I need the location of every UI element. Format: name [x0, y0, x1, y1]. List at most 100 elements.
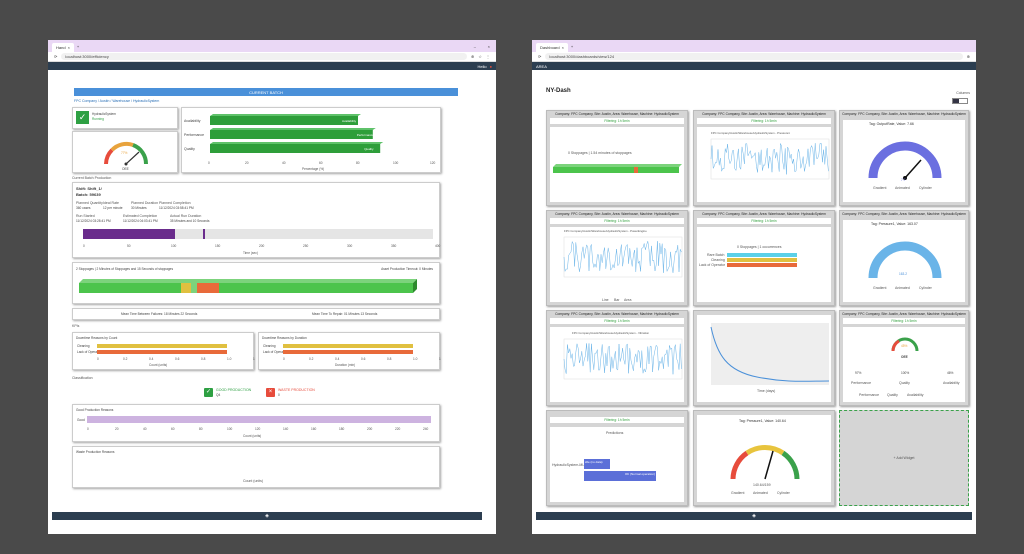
waste-reasons-xlabel: Count (units) [243, 479, 264, 483]
footer-logo-icon: ◈ [265, 513, 269, 519]
series-line [563, 240, 682, 273]
performance-label: Performance [851, 381, 872, 385]
bar-label: Performance [184, 133, 204, 137]
widget-header: Company: FPC Company, Site: Austin, Area… [702, 212, 826, 216]
downtime-summary: 0 Stoppages | 1 occurrences [737, 245, 782, 249]
checkbox-quality[interactable]: Quality [887, 393, 898, 397]
quality-label: Quality [899, 381, 910, 385]
widget-stoppages[interactable]: Company: FPC Company, Site: Austin, Area… [546, 110, 688, 206]
tick-label: 0.6 [361, 357, 366, 361]
bar-label: Lack of Operator [77, 350, 102, 354]
gauge-value: 7.7 [901, 178, 906, 182]
tick-label: 250 [303, 244, 309, 248]
machine-status-card: ✓ HydraulicSystem Running [72, 107, 178, 129]
timeline-marker [203, 229, 205, 239]
columns-toggle[interactable] [952, 98, 968, 104]
timeline-progress [83, 229, 175, 239]
columns-toggle-knob [953, 99, 959, 103]
oee-label: OEE [122, 167, 129, 171]
stoppage-summary: 0 Stoppages | 1.54 minutes of stoppages [568, 151, 632, 155]
x-axis-label: Percentage (%) [302, 167, 324, 171]
widget-header: Company: FPC Company, Site: Austin, Area… [555, 212, 679, 216]
widget-power-series[interactable]: Company: FPC Company, Site: Austin, Area… [546, 210, 688, 306]
widget-oee-summary[interactable]: Company: FPC Company, Site: Austin, Area… [839, 310, 969, 406]
planned-completion-value: 11/12/2024 03:58:41 PM [159, 206, 194, 210]
gauge-option-cylinder[interactable]: Cylinder [919, 186, 932, 190]
reason-3-bar [727, 263, 797, 267]
bar-value-label: Quality [364, 147, 374, 151]
widget-output-gauge[interactable]: Company: FPC Company, Site: Austin, Area… [839, 110, 969, 206]
widget-body: 45% OEE 97% 100% 46% Performance Quality… [843, 327, 965, 402]
extension-icon[interactable]: ☆ [478, 54, 482, 59]
tick-label: 100 [393, 161, 399, 165]
notification-icon[interactable]: ● [489, 63, 492, 69]
tick-label: 140 [283, 427, 289, 431]
bar [97, 344, 227, 348]
right-browser-window: Dashboard × + ⟳ localhost:3000/dashboards… [532, 40, 976, 534]
downtime-count-chart: Cleaning Lack of Operator 0 0.2 0.4 0.6 0.8 1.0… [77, 344, 255, 367]
predictions-title: Predictions [606, 431, 624, 435]
gauge-option-animated[interactable]: Animated [895, 286, 910, 290]
waste-reasons-title: Waste Production Reasons [76, 450, 115, 454]
gauge-option-animated[interactable]: Animated [753, 491, 768, 495]
legend-area[interactable]: Area [624, 298, 632, 302]
left-tab[interactable]: Hand × [52, 43, 74, 52]
close-tab-icon[interactable]: × [67, 45, 70, 50]
close-window-icon[interactable]: × [487, 43, 490, 49]
menu-icon[interactable]: ⋮ [486, 54, 490, 59]
gauge-option-cylinder[interactable]: Cylinder [777, 491, 790, 495]
timeline-track [83, 229, 433, 239]
new-tab-icon[interactable]: + [76, 43, 80, 49]
widget-filter: Filtering: 1h 5min [550, 318, 684, 324]
new-tab-icon[interactable]: + [570, 43, 574, 49]
section-kpis: KPIs [72, 324, 80, 328]
tick-label: 120 [255, 427, 261, 431]
widget-downtime-reasons[interactable]: Company: FPC Company, Site: Austin, Area… [693, 210, 835, 306]
legend-line[interactable]: Line [602, 298, 609, 302]
zoom-icon[interactable]: ⊕ [471, 54, 475, 59]
widget-header: Company: FPC Company, Site: Austin, Area… [555, 112, 679, 116]
widget-predictions[interactable]: Filtering: 1h 5min Predictions Hydraulic… [546, 410, 688, 506]
gauge-option-cylinder[interactable]: Cylinder [919, 286, 932, 290]
gauge-option-animated[interactable]: Animated [895, 186, 910, 190]
gauge-title: Tag: OutputRate, Value: 7.66 [869, 122, 914, 126]
widget-body: 0 Stoppages | 1 occurrences Rare Batch C… [697, 227, 831, 302]
reload-icon[interactable]: ⟳ [538, 54, 542, 59]
downtime-count-card: Downtime Reasons by Count Cleaning Lack o… [72, 332, 255, 370]
tick-label: 0 [283, 357, 285, 361]
gauge-option-gradient[interactable]: Gradient [731, 491, 745, 495]
good-reasons-chart: Good 0 20 40 60 80 100 120 140 160 180 200 220 240 Cou… [77, 416, 431, 438]
add-widget-slot[interactable]: + Add Widget [839, 410, 969, 506]
checkbox-performance[interactable]: Performance [859, 393, 880, 397]
right-url-field[interactable]: localhost:3000/dashboards/view/124 [545, 53, 963, 60]
check-icon: ✓ [76, 111, 89, 124]
legend-bar[interactable]: Bar [614, 298, 620, 302]
gauge-option-gradient[interactable]: Gradient [873, 186, 887, 190]
widget-pressure-gauge[interactable]: Company: FPC Company, Site: Austin, Area… [839, 210, 969, 306]
columns-label: Columns [956, 91, 970, 95]
right-tab-title: Dashboard [540, 45, 560, 50]
left-url-field[interactable]: localhost:3000/efficiency [61, 53, 468, 60]
widget-pressure-gauge-2[interactable]: Tag: Pressure1, Value: 140.64 140.64/159… [693, 410, 835, 506]
reload-icon[interactable]: ⟳ [54, 54, 58, 59]
close-tab-icon[interactable]: × [561, 45, 564, 50]
downtime-duration-chart: Cleaning Lack of Operator 0 0.2 0.4 0.6 0.8 1.0… [263, 344, 441, 367]
reason-1-bar [727, 253, 797, 257]
widget-vibration-series[interactable]: Company: FPC Company, Site: Austin, Area… [546, 310, 688, 406]
batch-timeline-chart: 0 50 100 150 200 250 300 350 400 Time (sec) [83, 229, 441, 255]
left-browser-window: Hand × + – × ⟳ localhost:3000/efficiency … [48, 40, 496, 534]
right-tab[interactable]: Dashboard × [536, 43, 568, 52]
widget-pressure-series[interactable]: Company: FPC Company, Site: Austin, Area… [693, 110, 835, 206]
breadcrumb[interactable]: FPC Company / Austin / Warehouse / Hydra… [74, 99, 160, 103]
stoppages-card: 2 Stoppages | 2 Minutes of Stoppages and… [72, 262, 440, 304]
zoom-icon[interactable]: ⊕ [966, 54, 970, 59]
checkbox-availability[interactable]: Availability [907, 393, 924, 397]
section-classification: Classification [72, 376, 93, 380]
bar-label: Quality [184, 147, 195, 151]
mttr-value: Mean Time To Repair: 01 Minutes 13 Secon… [312, 312, 378, 316]
gauge-option-gradient[interactable]: Gradient [873, 286, 887, 290]
minimize-icon[interactable]: – [473, 43, 476, 49]
widget-availability-trend[interactable]: Time (days) [693, 310, 835, 406]
estimated-completion-value: 11/12/2024 04:03:41 PM [123, 219, 158, 223]
bar-top [210, 128, 376, 130]
